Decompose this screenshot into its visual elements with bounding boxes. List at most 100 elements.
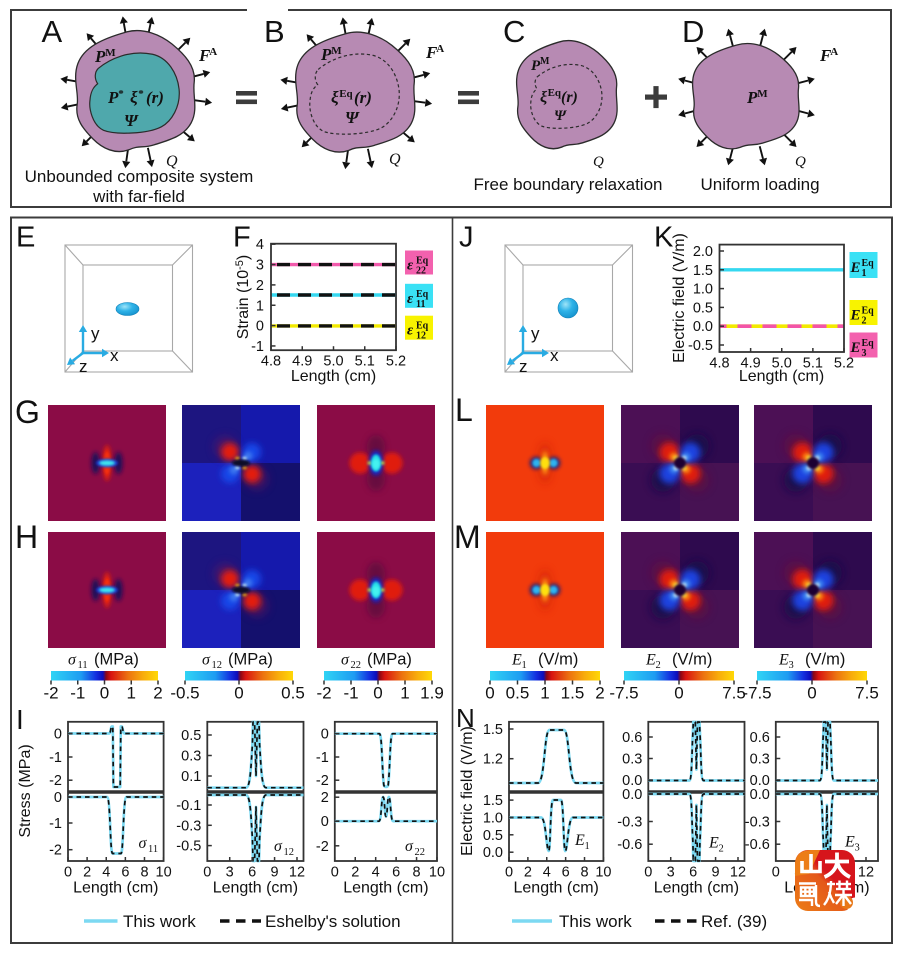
svg-text:0.5: 0.5 <box>181 728 201 744</box>
svg-text:M: M <box>757 88 768 100</box>
svg-text:-1: -1 <box>49 750 62 766</box>
svg-text:0: 0 <box>674 684 683 703</box>
svg-text:-2: -2 <box>49 773 62 789</box>
svg-text:E: E <box>511 652 522 669</box>
svg-text:F: F <box>233 222 251 254</box>
svg-text:Eshelby's solution: Eshelby's solution <box>265 912 401 931</box>
svg-text:4: 4 <box>102 865 110 881</box>
svg-text:Length (cm): Length (cm) <box>654 880 739 897</box>
svg-text:0: 0 <box>54 790 62 806</box>
svg-text:2: 2 <box>256 278 264 294</box>
svg-text:E: E <box>574 832 585 849</box>
svg-text:0: 0 <box>331 865 339 881</box>
svg-text:E: E <box>850 340 861 356</box>
svg-text:Length (cm): Length (cm) <box>739 368 824 385</box>
svg-text:0.5: 0.5 <box>506 684 530 703</box>
svg-text:3: 3 <box>226 865 234 881</box>
svg-text:F: F <box>425 43 438 62</box>
svg-text:(V/m): (V/m) <box>672 651 712 669</box>
svg-text:0.6: 0.6 <box>750 730 770 746</box>
svg-text:z: z <box>519 357 528 376</box>
svg-text:0: 0 <box>644 865 652 881</box>
svg-text:1: 1 <box>400 684 409 703</box>
svg-text:12: 12 <box>858 865 874 881</box>
svg-text:-2: -2 <box>43 684 58 703</box>
svg-text:Strain (10-5): Strain (10-5) <box>234 255 252 339</box>
svg-text:0.0: 0.0 <box>622 773 642 789</box>
svg-text:1: 1 <box>540 684 549 703</box>
svg-text:J: J <box>459 222 474 254</box>
svg-text:Uniform loading: Uniform loading <box>700 175 819 194</box>
svg-text:(V/m): (V/m) <box>805 651 845 669</box>
svg-text:11: 11 <box>78 660 88 671</box>
svg-text:0: 0 <box>321 727 329 743</box>
svg-text:0: 0 <box>256 319 264 335</box>
svg-text:1: 1 <box>522 660 527 671</box>
svg-text:Eq: Eq <box>416 256 429 267</box>
svg-text:9: 9 <box>271 865 279 881</box>
svg-text:0: 0 <box>485 684 494 703</box>
svg-text:-2: -2 <box>316 684 331 703</box>
svg-text:0.0: 0.0 <box>622 787 642 803</box>
svg-text:-1: -1 <box>49 816 62 832</box>
svg-text:8: 8 <box>580 865 588 881</box>
svg-text:2: 2 <box>595 684 604 703</box>
svg-text:Electric field (V/m): Electric field (V/m) <box>671 233 688 363</box>
svg-text:K: K <box>654 222 674 254</box>
svg-text:1.5: 1.5 <box>483 722 503 738</box>
svg-text:4: 4 <box>372 865 380 881</box>
svg-text:2: 2 <box>83 865 91 881</box>
svg-text:1: 1 <box>256 298 264 314</box>
svg-text:N: N <box>456 703 475 733</box>
svg-text:with far-field: with far-field <box>92 187 185 206</box>
svg-text:E: E <box>708 835 719 852</box>
svg-text:0.5: 0.5 <box>281 684 305 703</box>
svg-text:This work: This work <box>559 912 632 931</box>
svg-text:0: 0 <box>807 684 816 703</box>
svg-text:*: * <box>118 88 124 100</box>
svg-text:3: 3 <box>667 865 675 881</box>
svg-text:Length (cm): Length (cm) <box>514 880 599 897</box>
svg-text:E: E <box>778 652 789 669</box>
svg-text:0.0: 0.0 <box>693 319 713 335</box>
svg-text:(V/m): (V/m) <box>538 651 578 669</box>
svg-text:-0.3: -0.3 <box>176 818 201 834</box>
svg-text:4: 4 <box>543 865 551 881</box>
svg-text:0: 0 <box>234 684 243 703</box>
svg-text:-7.5: -7.5 <box>742 684 771 703</box>
svg-text:σ: σ <box>274 838 283 855</box>
svg-text:Length (cm): Length (cm) <box>73 880 158 897</box>
svg-text:0.3: 0.3 <box>181 749 201 765</box>
svg-text:Electric field (V/m): Electric field (V/m) <box>459 726 476 856</box>
svg-text:E: E <box>844 834 855 851</box>
svg-text:P: P <box>531 58 541 74</box>
svg-text:3: 3 <box>862 348 867 359</box>
svg-text:8: 8 <box>413 865 421 881</box>
svg-text:0: 0 <box>100 684 109 703</box>
svg-text:12: 12 <box>289 865 305 881</box>
svg-text:6: 6 <box>248 865 256 881</box>
svg-text:0.5: 0.5 <box>693 300 713 316</box>
svg-text:ε: ε <box>407 291 414 307</box>
svg-text:ξ: ξ <box>130 88 138 107</box>
svg-text:11: 11 <box>416 299 425 310</box>
svg-text:4.8: 4.8 <box>709 356 729 372</box>
svg-text:ξ: ξ <box>540 89 548 106</box>
svg-text:M: M <box>331 45 342 57</box>
svg-text:1.0: 1.0 <box>693 282 713 298</box>
svg-text:4: 4 <box>256 237 264 253</box>
svg-text:Eq: Eq <box>862 258 875 269</box>
svg-text:(MPa): (MPa) <box>94 651 139 669</box>
svg-text:D: D <box>682 14 704 49</box>
svg-text:G: G <box>15 394 40 430</box>
svg-text:0: 0 <box>321 814 329 830</box>
svg-text:-0.6: -0.6 <box>745 837 770 853</box>
svg-text:x: x <box>110 346 119 365</box>
svg-text:A: A <box>830 46 838 58</box>
svg-text:(MPa): (MPa) <box>367 651 412 669</box>
svg-text:E: E <box>850 308 861 324</box>
svg-text:10: 10 <box>595 865 611 881</box>
svg-text:5.2: 5.2 <box>386 354 406 370</box>
svg-text:P: P <box>94 47 106 66</box>
svg-text:1.5: 1.5 <box>693 263 713 279</box>
